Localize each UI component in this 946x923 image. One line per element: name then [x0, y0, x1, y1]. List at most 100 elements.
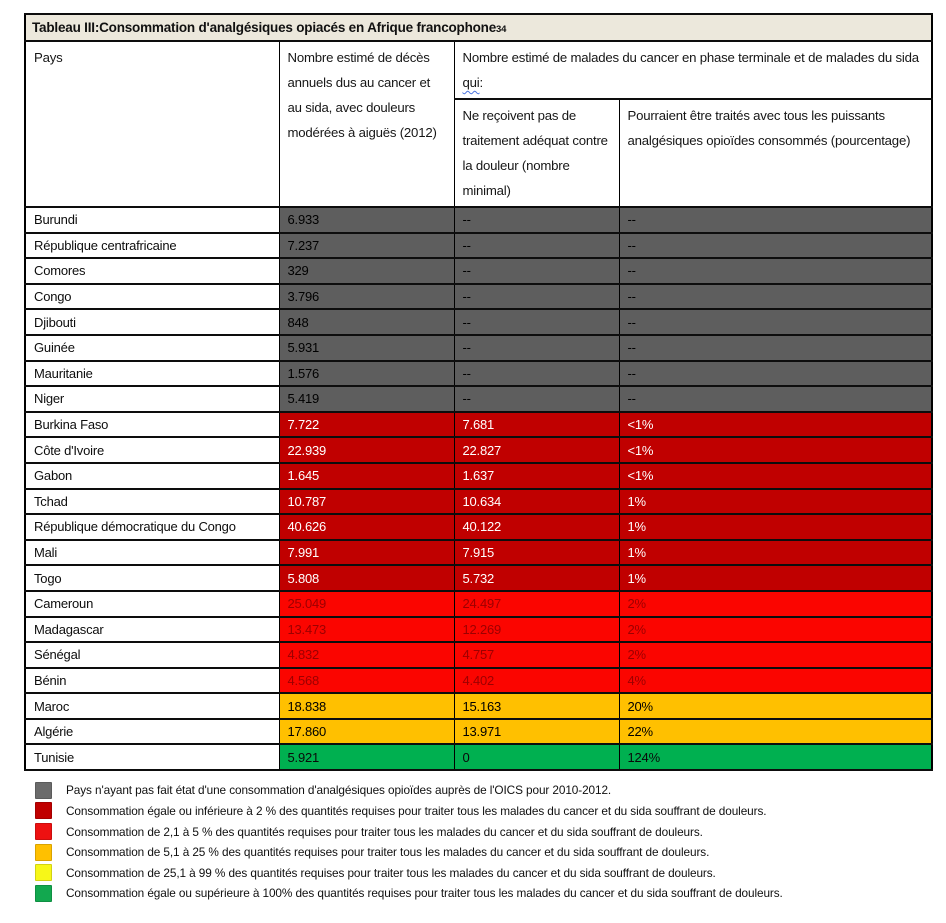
legend-item: Consommation égale ou inférieure à 2 % d… — [35, 801, 946, 822]
percentage-value-cell: 2% — [618, 641, 933, 669]
red-color-swatch — [35, 823, 52, 841]
col-header-deaths: Nombre estimé de décès annuels dus au ca… — [278, 40, 455, 208]
country-cell: Cameroun — [24, 589, 280, 618]
deaths-value-cell: 5.931 — [278, 333, 455, 362]
darkred-color-swatch — [35, 802, 52, 820]
country-cell: Burkina Faso — [24, 410, 280, 439]
table-row: Tchad 10.787 10.634 1% — [24, 487, 933, 516]
table-row: Mauritanie 1.576 -- -- — [24, 359, 933, 388]
table-row: Gabon 1.645 1.637 <1% — [24, 461, 933, 490]
percentage-value-cell: -- — [618, 359, 933, 388]
legend-item: Consommation de 5,1 à 25 % des quantités… — [35, 842, 946, 863]
legend-item: Pays n'ayant pas fait état d'une consomm… — [35, 780, 946, 801]
percentage-value-cell: 1% — [618, 564, 933, 592]
country-cell: République démocratique du Congo — [24, 513, 280, 541]
table-row: Niger 5.419 -- -- — [24, 385, 933, 413]
header-row-group: Pays Nombre estimé de décès annuels dus … — [24, 40, 933, 208]
legend-label: Consommation égale ou supérieure à 100% … — [66, 886, 783, 901]
col-header-group-colon: : — [479, 75, 484, 90]
table-row: Côte d'Ivoire 22.939 22.827 <1% — [24, 436, 933, 464]
country-cell: Bénin — [24, 666, 280, 695]
country-cell: Burundi — [24, 206, 280, 234]
col-header-percentage: Pourraient être traités avec tous les pu… — [618, 98, 933, 208]
spellcheck-underlined-word: qui — [462, 75, 480, 90]
legend-label: Pays n'ayant pas fait état d'une consomm… — [66, 783, 612, 798]
green-color-swatch — [35, 884, 52, 902]
untreated-value-cell: 7.915 — [453, 538, 620, 567]
table-row: Tunisie 5.921 0 124% — [24, 743, 933, 772]
percentage-value-cell: -- — [618, 231, 933, 260]
table-title: Tableau III:Consommation d'analgésiques … — [24, 13, 933, 42]
table-title-row: Tableau III:Consommation d'analgésiques … — [24, 13, 933, 42]
deaths-value-cell: 10.787 — [278, 487, 455, 516]
deaths-value-cell: 25.049 — [278, 589, 455, 618]
country-cell: Côte d'Ivoire — [24, 436, 280, 464]
legend-label: Consommation de 25,1 à 99 % des quantité… — [66, 865, 716, 880]
col-header-untreated: Ne reçoivent pas de traitement adéquat c… — [453, 98, 620, 208]
table-row: Djibouti 848 -- -- — [24, 308, 933, 336]
table-row: Madagascar 13.473 12.269 2% — [24, 615, 933, 644]
table-row: Mali 7.991 7.915 1% — [24, 538, 933, 567]
deaths-value-cell: 7.991 — [278, 538, 455, 567]
deaths-value-cell: 40.626 — [278, 513, 455, 541]
table-row: Comores 329 -- -- — [24, 257, 933, 285]
deaths-value-cell: 1.576 — [278, 359, 455, 388]
orange-color-swatch — [35, 843, 52, 861]
deaths-value-cell: 3.796 — [278, 282, 455, 311]
table-row: République démocratique du Congo 40.626 40… — [24, 513, 933, 541]
country-cell: Guinée — [24, 333, 280, 362]
untreated-value-cell: 10.634 — [453, 487, 620, 516]
percentage-value-cell: -- — [618, 206, 933, 234]
deaths-value-cell: 5.419 — [278, 385, 455, 413]
country-cell: Mauritanie — [24, 359, 280, 388]
untreated-value-cell: 1.637 — [453, 461, 620, 490]
table-row: Cameroun 25.049 24.497 2% — [24, 589, 933, 618]
country-cell: Mali — [24, 538, 280, 567]
untreated-value-cell: -- — [453, 385, 620, 413]
table-row: Algérie 17.860 13.971 22% — [24, 717, 933, 746]
country-cell: Niger — [24, 385, 280, 413]
col-header-pays: Pays — [24, 40, 280, 208]
percentage-value-cell: 2% — [618, 615, 933, 644]
untreated-value-cell: -- — [453, 231, 620, 260]
untreated-value-cell: 13.971 — [453, 717, 620, 746]
deaths-value-cell: 5.808 — [278, 564, 455, 592]
untreated-value-cell: 4.402 — [453, 666, 620, 695]
percentage-value-cell: 124% — [618, 743, 933, 772]
country-cell: Maroc — [24, 692, 280, 720]
untreated-value-cell: 24.497 — [453, 589, 620, 618]
country-cell: Madagascar — [24, 615, 280, 644]
percentage-value-cell: 1% — [618, 513, 933, 541]
legend-label: Consommation égale ou inférieure à 2 % d… — [66, 803, 767, 818]
deaths-value-cell: 4.832 — [278, 641, 455, 669]
country-cell: Gabon — [24, 461, 280, 490]
country-cell: République centrafricaine — [24, 231, 280, 260]
deaths-value-cell: 4.568 — [278, 666, 455, 695]
country-cell: Togo — [24, 564, 280, 592]
opioid-consumption-table: Tableau III:Consommation d'analgésiques … — [24, 13, 934, 772]
header-row-sub: Ne reçoivent pas de traitement adéquat c… — [25, 98, 933, 208]
country-cell: Congo — [24, 282, 280, 311]
untreated-value-cell: 15.163 — [453, 692, 620, 720]
untreated-value-cell: -- — [453, 359, 620, 388]
untreated-value-cell: -- — [453, 282, 620, 311]
percentage-value-cell: 1% — [618, 538, 933, 567]
table-row: Togo 5.808 5.732 1% — [24, 564, 933, 592]
deaths-value-cell: 6.933 — [278, 206, 455, 234]
percentage-value-cell: <1% — [618, 410, 933, 439]
document-page: Tableau III:Consommation d'analgésiques … — [24, 13, 946, 902]
legend-label: Consommation de 2,1 à 5 % des quantités … — [66, 824, 703, 839]
table-row: Sénégal 4.832 4.757 2% — [24, 641, 933, 669]
deaths-value-cell: 18.838 — [278, 692, 455, 720]
footnote-reference: 34 — [496, 23, 507, 35]
percentage-value-cell: -- — [618, 308, 933, 336]
percentage-value-cell: <1% — [618, 461, 933, 490]
legend-item: Consommation de 2,1 à 5 % des quantités … — [35, 821, 946, 842]
percentage-value-cell: -- — [618, 333, 933, 362]
table-row: Burkina Faso 7.722 7.681 <1% — [24, 410, 933, 439]
country-cell: Sénégal — [24, 641, 280, 669]
untreated-value-cell: 7.681 — [453, 410, 620, 439]
untreated-value-cell: 5.732 — [453, 564, 620, 592]
country-cell: Comores — [24, 257, 280, 285]
legend-item: Consommation de 25,1 à 99 % des quantité… — [35, 862, 946, 883]
